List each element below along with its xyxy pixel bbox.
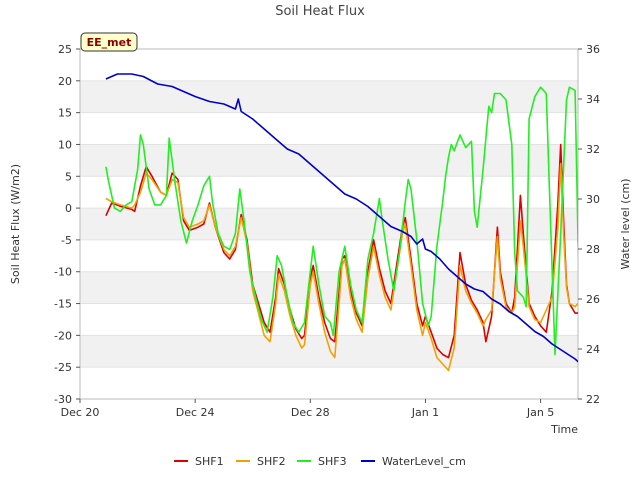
grid-band xyxy=(80,80,578,113)
y-right-tick-label: 26 xyxy=(586,293,600,306)
series-layer xyxy=(105,73,578,372)
station-badge-box xyxy=(80,32,138,52)
legend-label-shf2: SHF2 xyxy=(257,455,286,468)
right-axis-ticks: 36 34 32 30 28 26 24 22 xyxy=(578,43,600,406)
y-right-tick-label: 22 xyxy=(586,393,600,406)
legend-label-waterlevel-cm: WaterLevel_cm xyxy=(382,455,466,468)
y-right-tick-label: 36 xyxy=(586,43,600,56)
y-right-tick-label: 32 xyxy=(586,143,600,156)
x-tick-label: Dec 24 xyxy=(176,406,215,419)
y-left-tick-label: 10 xyxy=(58,138,72,151)
station-badge-label: EE_met xyxy=(87,36,132,49)
x-tick-label: Dec 20 xyxy=(61,406,100,419)
y-axis-right-title: Water level (cm) xyxy=(619,178,632,269)
y-left-tick-label: 20 xyxy=(58,75,72,88)
legend-label-shf3: SHF3 xyxy=(318,455,347,468)
y-right-tick-label: 30 xyxy=(586,193,600,206)
y-left-tick-label: -25 xyxy=(54,361,72,374)
legend: SHF1 SHF2 SHF3 WaterLevel_cm xyxy=(174,455,466,468)
series-line-waterlevel-cm xyxy=(105,73,578,363)
y-left-tick-label: 5 xyxy=(65,170,72,183)
y-axis-left-title: Soil Heat Flux (W/m2) xyxy=(9,164,22,284)
y-right-tick-label: 34 xyxy=(586,93,600,106)
x-axis-title: Time xyxy=(550,423,578,436)
y-left-tick-label: -5 xyxy=(61,234,72,247)
legend-label-shf1: SHF1 xyxy=(195,455,224,468)
left-axis-ticks: 25 20 15 10 5 0 -5 -10 -15 -20 -25 -30 xyxy=(54,43,80,406)
grid-band xyxy=(80,208,578,240)
y-left-tick-label: -10 xyxy=(54,266,72,279)
x-tick-label: Jan 1 xyxy=(411,406,439,419)
grid-band xyxy=(80,335,578,368)
station-badge: EE_met xyxy=(80,32,138,52)
y-left-tick-label: -20 xyxy=(54,329,72,342)
chart-title: Soil Heat Flux xyxy=(275,4,365,19)
y-left-tick-label: 0 xyxy=(65,202,72,215)
x-tick-label: Dec 28 xyxy=(291,406,330,419)
x-axis-ticks: Dec 20 Dec 24 Dec 28 Jan 1 Jan 5 xyxy=(61,399,554,419)
y-right-tick-label: 28 xyxy=(586,243,600,256)
y-right-tick-label: 24 xyxy=(586,343,600,356)
series-line-shf2 xyxy=(105,162,578,372)
x-tick-label: Jan 5 xyxy=(526,406,554,419)
grid-bands xyxy=(80,80,578,400)
y-left-tick-label: -30 xyxy=(54,393,72,406)
y-left-tick-label: 25 xyxy=(58,43,72,56)
series-line-shf3 xyxy=(105,86,578,356)
y-left-tick-label: -15 xyxy=(54,298,72,311)
y-left-tick-label: 15 xyxy=(58,107,72,120)
grid-band xyxy=(80,144,578,177)
